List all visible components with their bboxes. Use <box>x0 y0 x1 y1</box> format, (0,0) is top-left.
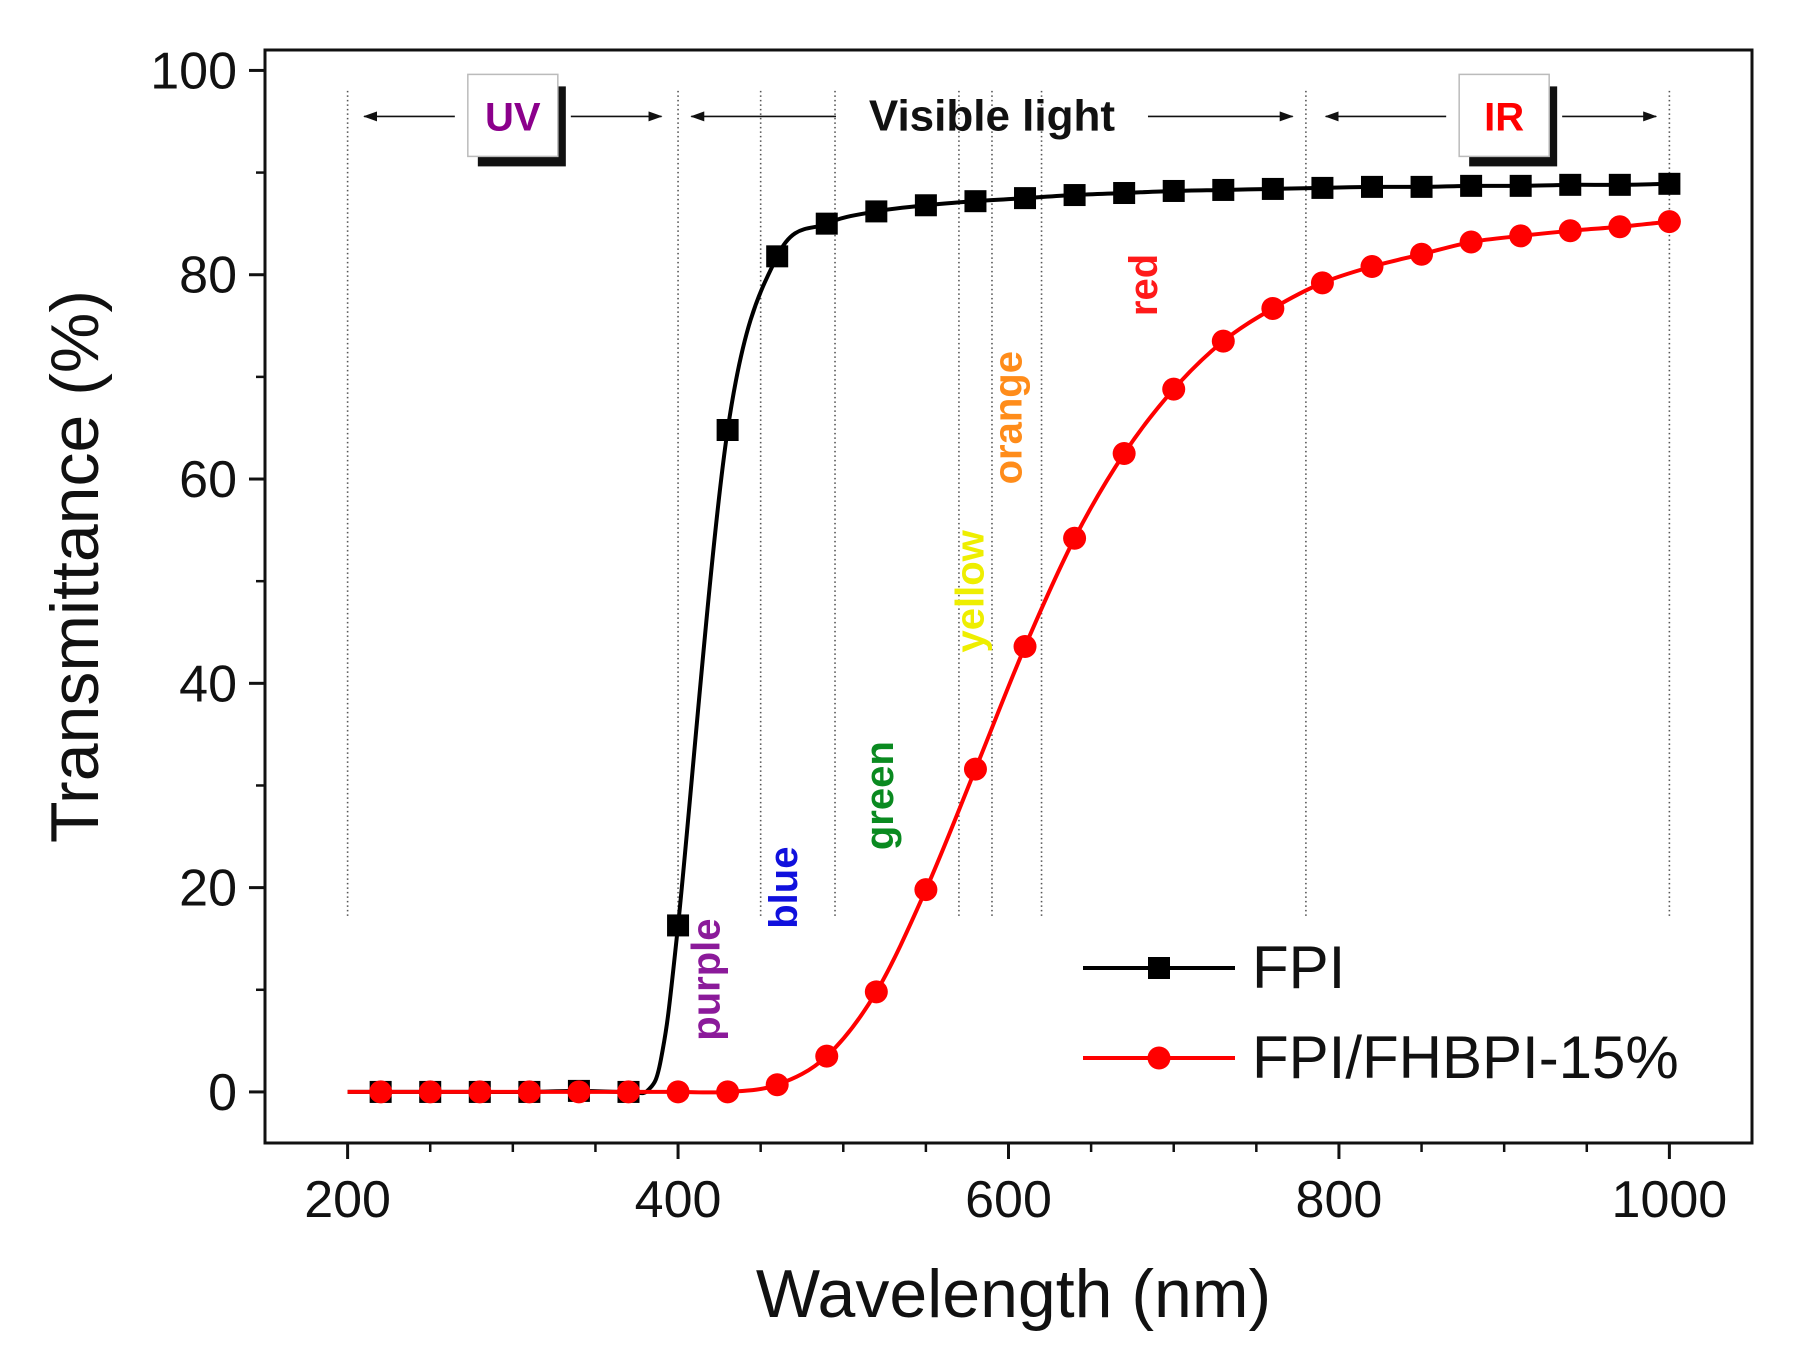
region-box <box>467 73 559 158</box>
band-label-blue: blue <box>762 847 806 929</box>
data-point <box>1310 271 1334 295</box>
region-labels: UV Visible light IR <box>363 73 1658 167</box>
data-point <box>468 1080 492 1104</box>
data-point <box>864 980 888 1004</box>
data-point <box>1657 210 1681 234</box>
data-point <box>1014 187 1037 210</box>
band-label-yellow: yellow <box>949 529 993 652</box>
data-point <box>567 1080 591 1104</box>
data-point <box>1658 172 1681 195</box>
region-label: UV <box>485 95 541 139</box>
data-point <box>1558 219 1582 243</box>
data-point <box>1211 329 1235 353</box>
data-point <box>716 1080 740 1104</box>
data-point <box>1559 173 1582 196</box>
color-band-labels: purple blue green yellow orange red <box>684 254 1166 1041</box>
series-layer <box>347 172 1681 1104</box>
data-point <box>1360 255 1384 279</box>
data-point <box>716 418 739 441</box>
data-point <box>914 194 937 217</box>
data-point <box>666 1080 690 1104</box>
y-tick-label: 40 <box>179 655 237 713</box>
band-label-orange: orange <box>987 351 1031 484</box>
x-tick-label: 400 <box>635 1171 722 1229</box>
data-point <box>517 1080 541 1104</box>
y-tick-label: 80 <box>179 247 237 305</box>
data-point <box>765 1073 789 1097</box>
data-point <box>865 200 888 223</box>
y-tick-label: 60 <box>179 451 237 509</box>
band-label-green: green <box>858 741 902 850</box>
data-point <box>1410 242 1434 266</box>
y-tick-label: 0 <box>208 1064 237 1122</box>
series-line <box>347 181 1670 1096</box>
band-label-red: red <box>1122 254 1166 316</box>
data-point <box>1063 184 1086 207</box>
data-point <box>815 212 838 235</box>
data-point <box>616 1080 640 1104</box>
data-point <box>1410 175 1433 198</box>
x-tick-label: 600 <box>965 1171 1052 1229</box>
axes: 200 400 600 800 1000 0 20 40 60 80 100 Wavelength (… <box>37 42 1754 1332</box>
legend-marker <box>1147 1046 1171 1070</box>
region-label: IR <box>1484 95 1524 139</box>
data-point <box>1459 230 1483 254</box>
legend: FPI FPI/FHBPI-15% <box>1083 934 1679 1091</box>
data-point <box>1113 182 1136 205</box>
data-point <box>914 878 938 902</box>
data-point <box>1013 635 1037 659</box>
plot-frame <box>263 48 1754 1145</box>
data-point <box>1360 175 1383 198</box>
data-point <box>1162 179 1185 202</box>
band-label-purple: purple <box>684 918 728 1040</box>
legend-entry: FPI/FHBPI-15% <box>1083 1024 1679 1091</box>
data-point <box>1608 215 1632 239</box>
series-fpi-fhbpi-15 <box>347 210 1681 1104</box>
data-point <box>1509 174 1532 197</box>
region-box <box>1458 73 1550 158</box>
x-tick-label: 200 <box>304 1171 391 1229</box>
y-tick-label: 100 <box>150 42 237 100</box>
x-tick-label: 800 <box>1296 1171 1383 1229</box>
data-point <box>963 757 987 781</box>
y-axis-label: Transmittance (%) <box>37 290 113 843</box>
data-point <box>1261 177 1284 200</box>
region-label: Visible light <box>869 91 1115 140</box>
data-point <box>1608 173 1631 196</box>
data-point <box>1509 224 1533 248</box>
region-divider-lines <box>346 90 1671 919</box>
data-point <box>1311 176 1334 199</box>
data-point <box>1162 377 1186 401</box>
legend-marker <box>1148 957 1170 979</box>
data-point <box>766 245 789 268</box>
x-tick-label: 1000 <box>1612 1171 1728 1229</box>
data-point <box>418 1080 442 1104</box>
x-axis-label: Wavelength (nm) <box>756 1256 1271 1332</box>
data-point <box>815 1044 839 1068</box>
data-point <box>667 914 690 937</box>
data-point <box>1261 296 1285 320</box>
data-point <box>1460 174 1483 197</box>
data-point <box>369 1080 393 1104</box>
data-point <box>964 190 987 213</box>
legend-entry: FPI <box>1083 934 1345 1001</box>
data-point <box>1112 441 1136 465</box>
legend-label: FPI <box>1252 934 1345 1001</box>
legend-label: FPI/FHBPI-15% <box>1252 1024 1679 1091</box>
data-point <box>1212 178 1235 201</box>
y-tick-label: 20 <box>179 860 237 918</box>
data-point <box>1063 526 1087 550</box>
series-fpi <box>347 172 1681 1103</box>
